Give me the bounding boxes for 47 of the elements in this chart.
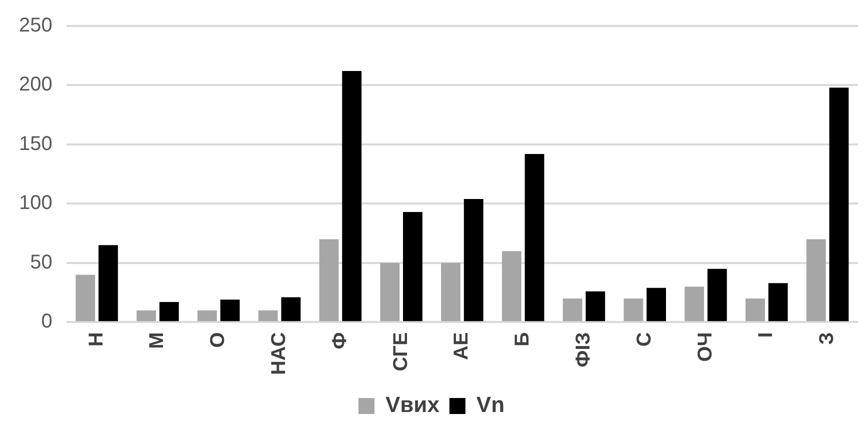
bar bbox=[342, 71, 362, 322]
bar bbox=[562, 298, 582, 322]
bar bbox=[524, 154, 544, 322]
y-tick-label: 150 bbox=[18, 132, 52, 155]
bar bbox=[746, 298, 765, 322]
x-tick-label: М bbox=[146, 332, 168, 349]
x-tick-label: Б bbox=[512, 332, 534, 347]
bar bbox=[684, 286, 704, 322]
bar bbox=[159, 302, 179, 322]
x-tick-label: С bbox=[633, 332, 656, 347]
x-tick-label: І bbox=[755, 332, 778, 338]
y-tick-label: 100 bbox=[18, 192, 52, 214]
x-tick-label: ОЧ bbox=[694, 332, 716, 362]
bar bbox=[768, 283, 788, 322]
legend-label: Vвих bbox=[385, 392, 440, 418]
bar bbox=[707, 268, 727, 322]
y-tick-label: 0 bbox=[41, 310, 52, 333]
bar bbox=[464, 198, 484, 322]
x-tick-label: ФІЗ bbox=[572, 332, 594, 368]
bar bbox=[502, 251, 522, 322]
x-tick-label: СГЕ bbox=[390, 332, 412, 372]
bar bbox=[319, 239, 339, 322]
y-tick-label: 200 bbox=[18, 74, 52, 96]
x-tick-label: Н bbox=[85, 332, 108, 347]
bar bbox=[98, 245, 118, 322]
bar bbox=[806, 239, 826, 322]
x-tick-label: АЕ bbox=[450, 332, 473, 360]
bar bbox=[586, 291, 606, 322]
y-tick-label: 250 bbox=[18, 14, 52, 37]
y-tick-label: 50 bbox=[30, 251, 52, 274]
x-tick-label: З bbox=[816, 332, 838, 345]
bar bbox=[197, 310, 217, 322]
x-tick-label: Ф bbox=[328, 332, 351, 350]
bar bbox=[441, 262, 460, 322]
bar bbox=[136, 310, 156, 322]
x-tick-label: О bbox=[207, 332, 230, 348]
bar bbox=[76, 274, 96, 322]
bar bbox=[220, 300, 240, 322]
bar bbox=[646, 288, 666, 322]
bar bbox=[380, 262, 400, 322]
bar bbox=[829, 88, 849, 322]
bar bbox=[258, 310, 278, 322]
x-tick-label: НАС bbox=[268, 332, 290, 376]
bar bbox=[281, 297, 301, 322]
legend-label: Vn bbox=[476, 392, 505, 418]
bar bbox=[624, 298, 644, 322]
bar bbox=[403, 212, 422, 322]
